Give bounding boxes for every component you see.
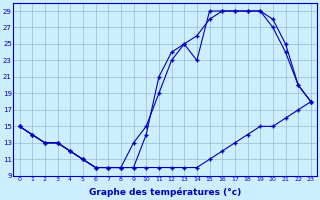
X-axis label: Graphe des températures (°c): Graphe des températures (°c) — [89, 188, 241, 197]
